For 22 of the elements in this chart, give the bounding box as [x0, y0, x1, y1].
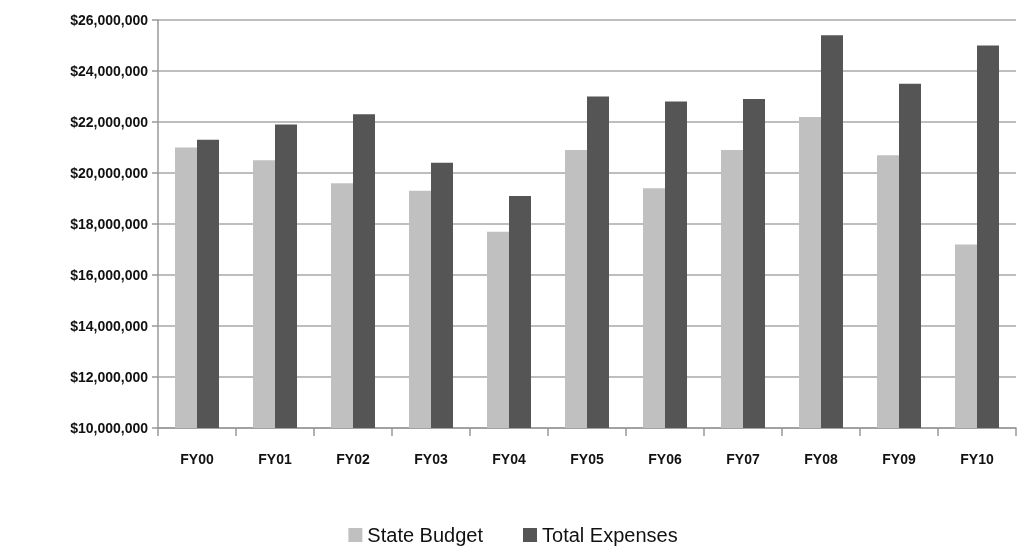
y-tick-label: $16,000,000: [70, 267, 149, 283]
y-tick-label: $12,000,000: [70, 369, 149, 385]
x-tick-label: FY07: [726, 451, 760, 467]
legend-label: State Budget: [367, 524, 484, 546]
x-tick-label: FY02: [336, 451, 370, 467]
x-tick-label: FY04: [492, 451, 526, 467]
legend-label: Total Expenses: [542, 524, 678, 546]
x-tick-label: FY10: [960, 451, 994, 467]
y-tick-label: $18,000,000: [70, 216, 149, 232]
x-tick-label: FY06: [648, 451, 682, 467]
x-tick-label: FY00: [180, 451, 214, 467]
x-tick-label: FY03: [414, 451, 448, 467]
y-tick-label: $26,000,000: [70, 12, 149, 28]
x-tick-label: FY08: [804, 451, 838, 467]
y-tick-label: $14,000,000: [70, 318, 149, 334]
y-tick-label: $24,000,000: [70, 63, 149, 79]
y-tick-label: $22,000,000: [70, 114, 149, 130]
y-tick-label: $20,000,000: [70, 165, 149, 181]
x-tick-label: FY01: [258, 451, 292, 467]
x-tick-label: FY05: [570, 451, 604, 467]
x-tick-label: FY09: [882, 451, 916, 467]
y-tick-label: $10,000,000: [70, 420, 149, 436]
